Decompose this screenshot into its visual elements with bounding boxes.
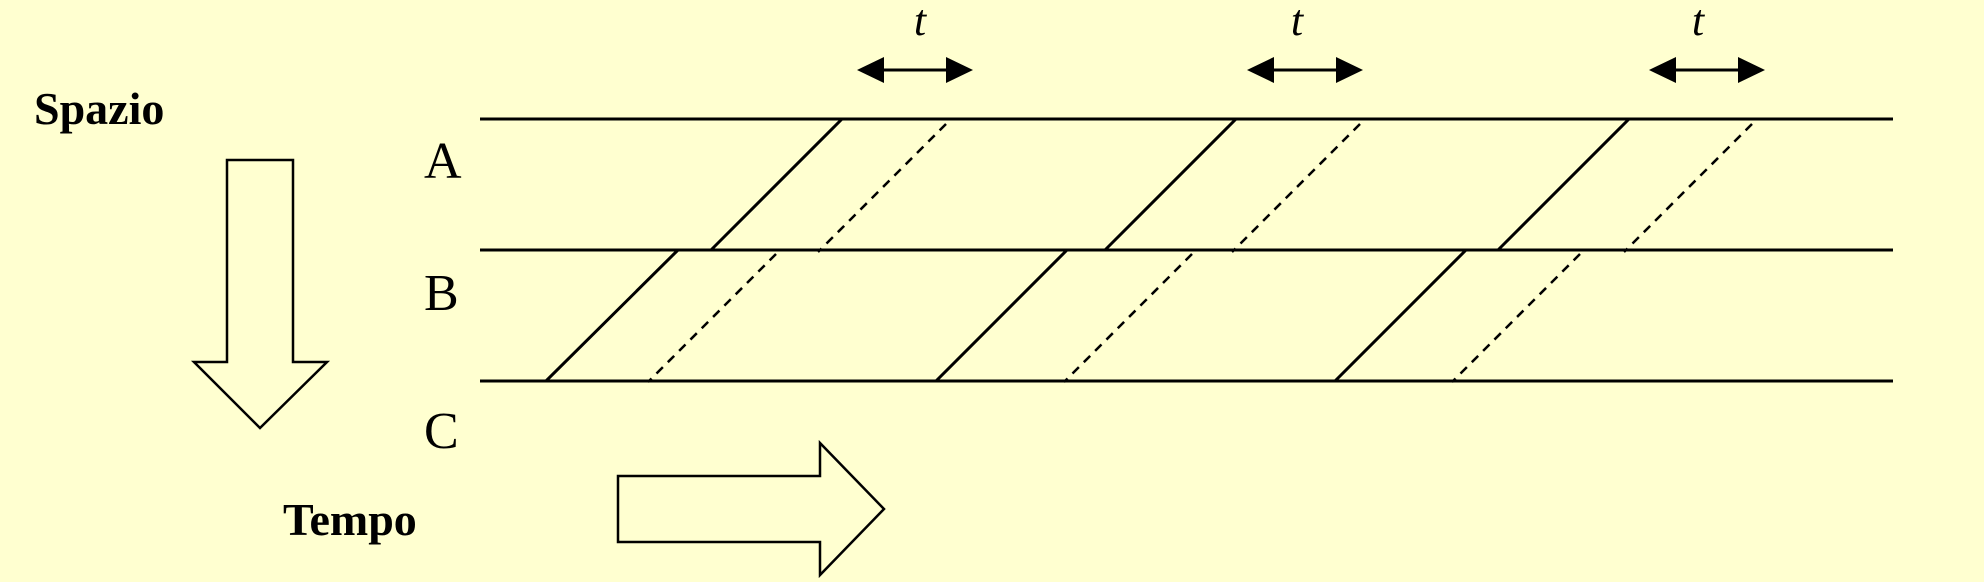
- transfer-start-a-b: [709, 117, 844, 252]
- transfer-end-b-c: [1063, 253, 1193, 383]
- transfer-end-a-b: [1231, 123, 1361, 253]
- interval-label: t: [914, 0, 928, 45]
- transfer-end-a-b: [1623, 123, 1753, 253]
- transfer-start-a-b: [1103, 117, 1238, 252]
- transfer-start-b-c: [544, 248, 680, 383]
- transfer-start-b-c: [934, 248, 1069, 383]
- transfer-start-a-b: [1496, 117, 1631, 252]
- row-label-b: B: [424, 265, 459, 322]
- row-label-a: A: [424, 133, 462, 190]
- transfer-end-a-b: [817, 123, 947, 253]
- time-label: Tempo: [283, 494, 417, 545]
- interval-marker-3: t: [1649, 0, 1765, 83]
- row-label-c: C: [424, 403, 459, 460]
- time-right-arrow-icon: [616, 439, 886, 579]
- double-arrow-icon: [1649, 57, 1676, 83]
- double-arrow-icon: [1247, 57, 1274, 83]
- space-label: Spazio: [34, 83, 164, 134]
- transfer-end-b-c: [1451, 253, 1581, 383]
- transfer-end-b-c: [647, 253, 777, 383]
- interval-marker-1: t: [857, 0, 973, 83]
- double-arrow-icon: [857, 57, 884, 83]
- interval-marker-2: t: [1247, 0, 1363, 83]
- space-down-arrow-icon: [190, 158, 331, 430]
- transfer-start-b-c: [1333, 248, 1468, 383]
- interval-label: t: [1692, 0, 1706, 45]
- interval-label: t: [1291, 0, 1305, 45]
